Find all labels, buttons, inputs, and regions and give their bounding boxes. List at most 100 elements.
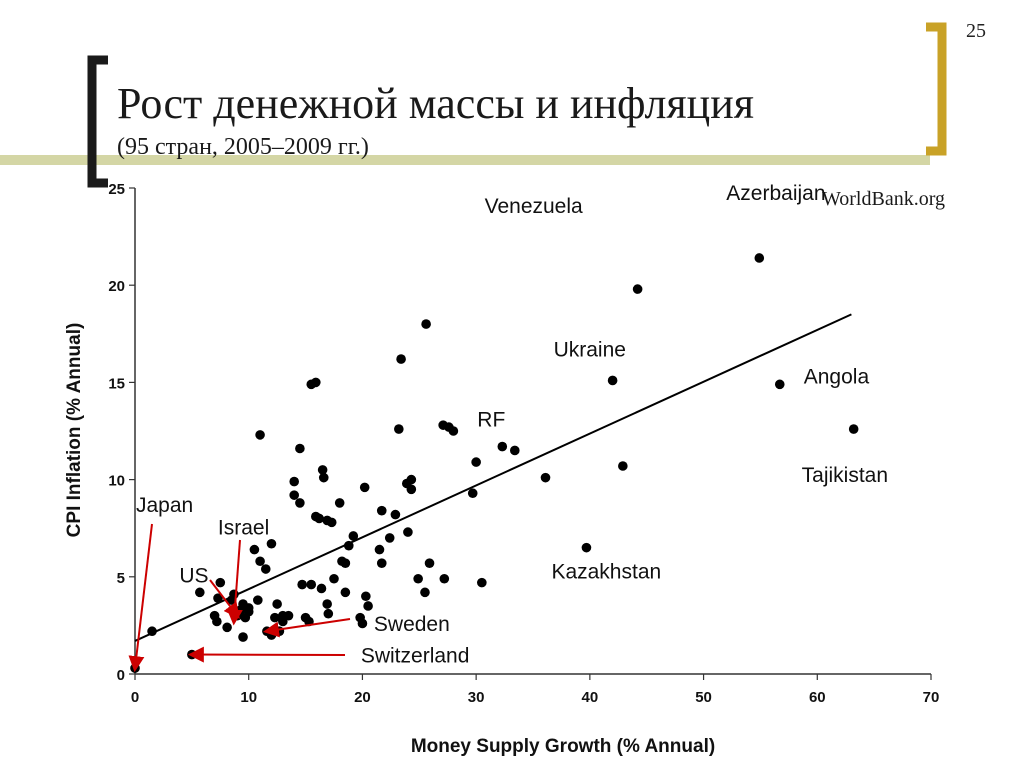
left-bracket-icon xyxy=(87,55,108,188)
data-point xyxy=(510,445,520,456)
x-tick-label: 0 xyxy=(131,689,139,706)
data-point xyxy=(222,622,232,633)
data-point xyxy=(323,608,334,619)
annotation-label: Angola xyxy=(804,365,870,388)
x-tick-label: 50 xyxy=(695,689,712,706)
data-point xyxy=(448,426,459,436)
data-point xyxy=(471,457,481,467)
data-point xyxy=(390,509,401,520)
data-point xyxy=(212,616,222,627)
data-point xyxy=(467,488,478,499)
data-point xyxy=(295,443,305,454)
y-tick-label: 20 xyxy=(108,278,125,295)
title-decoration xyxy=(0,22,947,188)
data-point xyxy=(413,573,423,584)
x-tick-label: 70 xyxy=(923,689,940,706)
data-point xyxy=(607,375,618,386)
data-point xyxy=(343,540,354,551)
y-axis-label: CPI Inflation (% Annual) xyxy=(64,323,85,538)
y-tick-label: 5 xyxy=(117,570,125,587)
data-point xyxy=(363,601,373,611)
page-title: Рост денежной массы и инфляция xyxy=(117,79,754,128)
data-point xyxy=(270,612,280,623)
data-point xyxy=(348,531,359,541)
data-point xyxy=(255,430,265,440)
data-point xyxy=(215,577,226,588)
data-point xyxy=(213,593,223,603)
annotation-arrow xyxy=(262,618,351,638)
data-point xyxy=(255,556,265,567)
annotation-labels: Venezuela Azerbaijan Ukraine Angola RF Tajiki… xyxy=(136,182,888,668)
data-point xyxy=(403,527,413,537)
x-axis-label: Money Supply Growth (% Annual) xyxy=(411,736,715,757)
trendline-path xyxy=(134,313,852,642)
trendline xyxy=(134,313,852,642)
data-point xyxy=(326,517,337,528)
data-point xyxy=(632,284,643,294)
annotation-label: Kazakhstan xyxy=(551,561,661,584)
data-point xyxy=(316,583,327,594)
data-point xyxy=(359,482,370,493)
right-bracket-icon xyxy=(926,22,947,156)
data-point xyxy=(322,599,332,609)
data-point xyxy=(420,587,430,598)
x-tick-label: 40 xyxy=(582,689,599,706)
annotation-label: Tajikistan xyxy=(802,464,888,487)
annotation-label: RF xyxy=(477,409,505,432)
data-point xyxy=(289,476,300,487)
annotation-label: US xyxy=(179,565,208,588)
data-point xyxy=(376,505,387,516)
data-point xyxy=(581,542,592,553)
y-tick-label: 10 xyxy=(108,473,125,490)
data-point xyxy=(297,579,307,590)
data-point xyxy=(340,558,351,568)
data-point xyxy=(361,591,371,602)
slide-number: 25 xyxy=(966,20,986,42)
y-tick-label: 0 xyxy=(117,667,125,684)
data-point xyxy=(376,558,387,568)
data-point xyxy=(289,490,300,500)
data-point xyxy=(306,579,317,590)
annotation-label: Sweden xyxy=(374,613,450,636)
data-points xyxy=(130,253,859,673)
data-point xyxy=(318,472,329,483)
data-point xyxy=(272,599,282,609)
annotation-label: Venezuela xyxy=(485,195,583,218)
data-point xyxy=(274,626,285,637)
data-point xyxy=(374,544,385,555)
x-tick-label: 60 xyxy=(809,689,826,706)
data-point xyxy=(147,626,157,637)
data-point xyxy=(266,538,277,549)
data-point xyxy=(384,533,395,543)
y-tick-label: 25 xyxy=(108,181,125,198)
data-point xyxy=(314,513,325,524)
annotation-arrow xyxy=(209,579,240,619)
x-tick-label: 30 xyxy=(468,689,485,706)
annotation-label: Israel xyxy=(218,517,269,540)
data-point xyxy=(477,577,487,588)
annotation-arrows xyxy=(128,523,351,673)
data-point xyxy=(406,474,417,485)
data-point xyxy=(439,573,450,584)
data-point xyxy=(424,558,435,568)
data-point xyxy=(238,632,248,642)
data-point xyxy=(249,544,260,555)
annotation-arrow xyxy=(128,523,153,673)
data-point xyxy=(406,484,417,495)
y-tick-label: 15 xyxy=(108,375,125,392)
data-point xyxy=(540,472,551,483)
data-point xyxy=(774,379,785,390)
annotation-label: Ukraine xyxy=(554,338,626,361)
x-tick-label: 10 xyxy=(240,689,257,706)
header-band xyxy=(0,155,930,165)
annotation-label: Switzerland xyxy=(361,645,470,668)
data-point xyxy=(394,424,404,434)
data-point xyxy=(754,253,765,263)
source-label: WorldBank.org xyxy=(822,188,946,210)
data-point xyxy=(396,354,406,364)
data-point xyxy=(253,595,263,605)
data-point xyxy=(421,319,431,329)
data-point xyxy=(195,587,205,598)
data-point xyxy=(295,498,305,508)
